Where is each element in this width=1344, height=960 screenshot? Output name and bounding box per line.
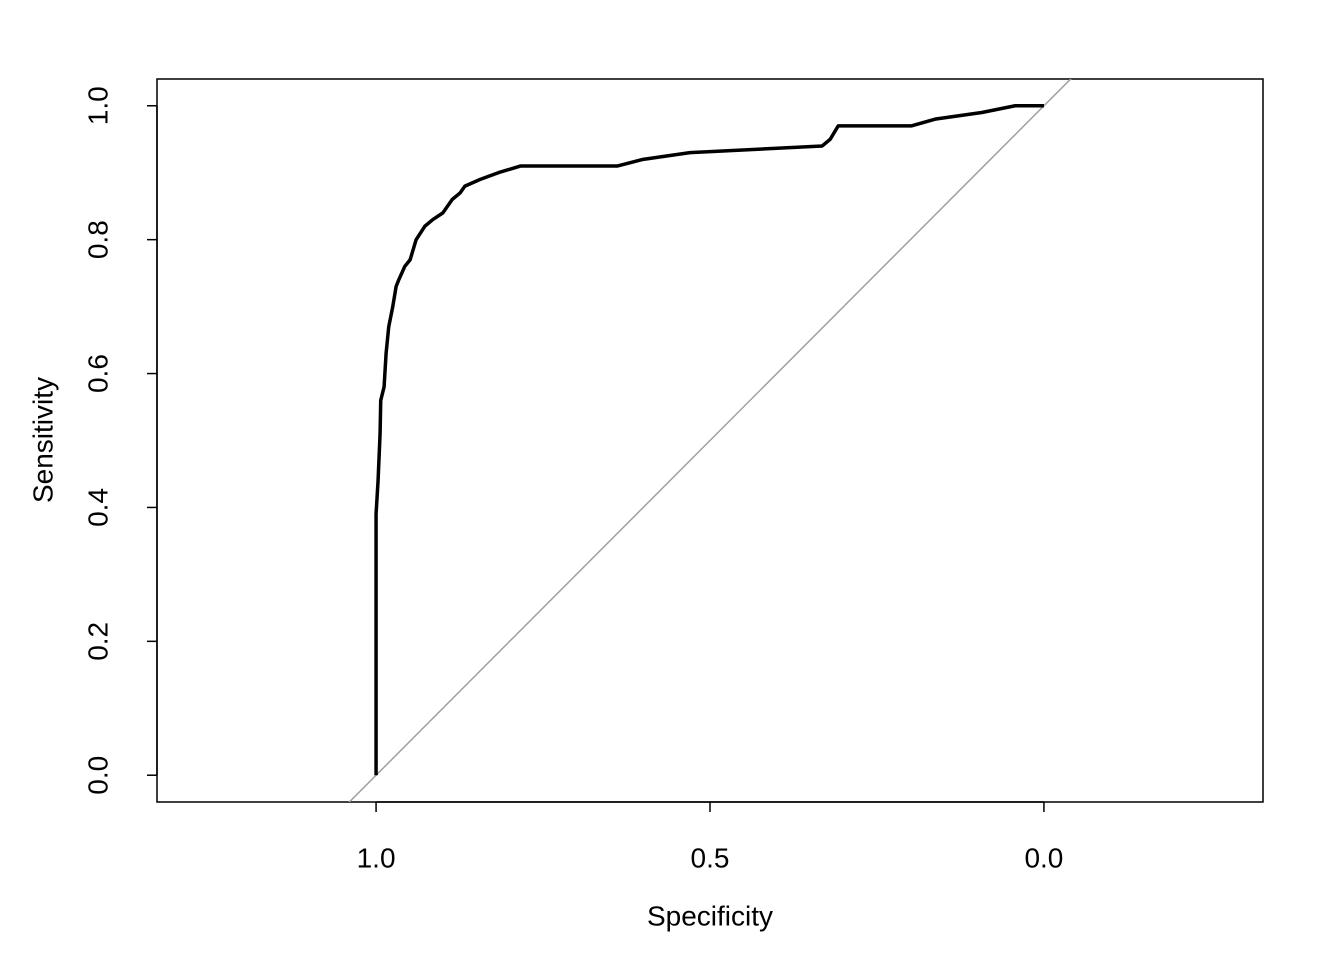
y-tick-label: 1.0 xyxy=(82,86,113,125)
x-tick-label: 0.0 xyxy=(1024,842,1063,873)
x-tick-label: 0.5 xyxy=(691,842,730,873)
y-tick-label: 0.2 xyxy=(82,622,113,661)
roc-curve xyxy=(374,104,1044,776)
y-tick-label: 0.6 xyxy=(82,354,113,393)
x-axis-title: Specificity xyxy=(647,900,773,931)
y-tick-label: 0.4 xyxy=(82,488,113,527)
x-tick-label: 1.0 xyxy=(357,842,396,873)
y-axis-title: Sensitivity xyxy=(27,377,58,503)
y-tick-label: 0.8 xyxy=(82,220,113,259)
y-tick-label: 0.0 xyxy=(82,756,113,795)
reference-diagonal xyxy=(348,79,1072,802)
